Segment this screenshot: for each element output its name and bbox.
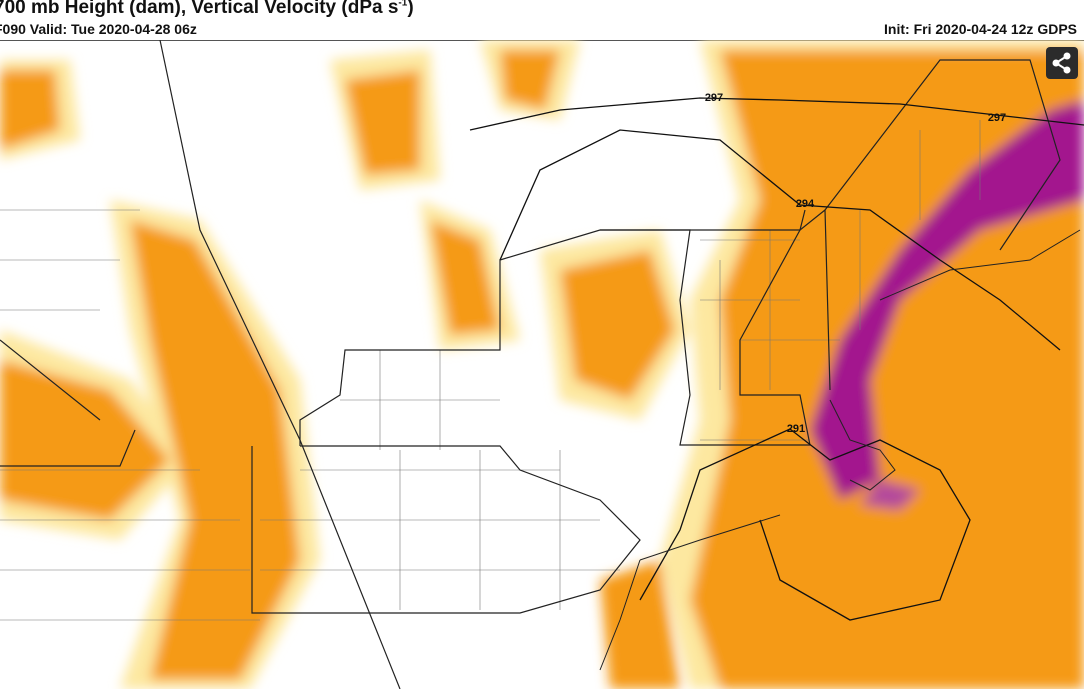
contour-label: 294 [796,198,815,210]
contour-labels: 297 297 294 291 [705,92,1006,435]
title: 700 mb Height (dam), Vertical Velocity (… [0,0,414,19]
contour-label: 297 [988,112,1006,124]
coastline [599,229,1081,671]
init-time: Init: Fri 2020-04-24 12z GDPS [884,21,1077,37]
header: 700 mb Height (dam), Vertical Velocity (… [0,0,1084,41]
vertical-velocity-shading [0,40,1084,689]
share-button[interactable] [1046,47,1078,79]
county-borders [0,120,981,621]
title-text: 700 mb Height (dam), Vertical Velocity (… [0,0,399,18]
state-borders [0,40,1061,689]
valid-time: F090 Valid: Tue 2020-04-28 06z [0,21,197,37]
title-close: ) [407,0,414,18]
map: 297 297 294 291 [0,40,1084,689]
share-icon [1052,52,1071,74]
contour-label: 297 [705,92,723,104]
height-contours [469,97,1084,621]
title-superscript: -1 [398,0,408,9]
contour-label: 291 [787,423,805,435]
